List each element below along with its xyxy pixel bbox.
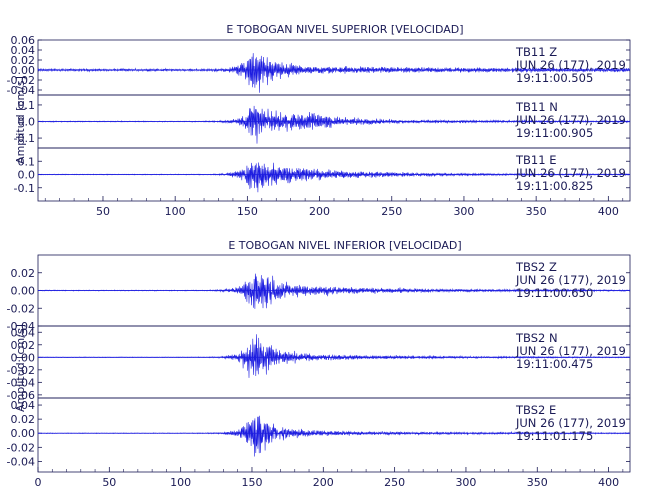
trace-annotation: 19:11:00.905: [516, 126, 593, 140]
ylabel-top: Amplitud [cm/s]: [14, 76, 27, 164]
x-tick-label: 0: [35, 476, 42, 489]
x-tick-label: 50: [96, 205, 110, 218]
x-tick-label: 250: [384, 476, 405, 489]
y-tick-label: -0.1: [14, 182, 35, 195]
chart-title-top: E TOBOGAN NIVEL SUPERIOR [VELOCIDAD]: [226, 23, 463, 36]
x-tick-label: 350: [527, 476, 548, 489]
x-tick-label: 50: [102, 476, 116, 489]
x-tick-label: 200: [313, 476, 334, 489]
trace-annotation: TB11 E: [515, 153, 556, 167]
x-tick-label: 150: [241, 476, 262, 489]
x-tick-label: 100: [165, 205, 186, 218]
y-tick-label: 0.0: [18, 169, 36, 182]
trace-annotation: 19:11:00.505: [516, 71, 593, 85]
y-tick-label: 0.00: [11, 285, 36, 298]
x-tick-label: 100: [170, 476, 191, 489]
trace-annotation: 19:11:00.825: [516, 179, 593, 193]
y-tick-label: 0.02: [11, 413, 36, 426]
y-tick-label: -0.04: [7, 376, 35, 389]
y-tick-label: -0.02: [7, 364, 35, 377]
x-tick-label: 400: [598, 476, 619, 489]
y-tick-label: -0.02: [7, 74, 35, 87]
x-tick-label: 350: [526, 205, 547, 218]
trace-annotation: JUN 26 (177), 2019: [515, 416, 626, 430]
x-tick-label: 250: [381, 205, 402, 218]
figure-top: E TOBOGAN NIVEL SUPERIOR [VELOCIDAD] Amp…: [7, 23, 631, 218]
y-tick-label: 0.02: [11, 267, 36, 280]
y-tick-label: 0.1: [18, 99, 36, 112]
x-tick-label: 150: [237, 205, 258, 218]
y-tick-label: 0.04: [11, 44, 36, 57]
y-tick-label: 0.06: [11, 34, 36, 47]
y-tick-label: -0.1: [14, 132, 35, 145]
x-tick-label: 200: [309, 205, 330, 218]
y-tick-label: -0.04: [7, 455, 35, 468]
y-tick-label: -0.04: [7, 84, 35, 97]
y-tick-label: 0.0: [18, 116, 36, 129]
trace-annotation: JUN 26 (177), 2019: [515, 273, 626, 287]
y-tick-label: -0.06: [7, 389, 35, 402]
x-axis-bottom: 0 50 100 150 200 250 300 350 400: [35, 467, 624, 489]
trace-annotation: TB11 N: [515, 100, 558, 114]
y-tick-label: -0.04: [7, 320, 35, 333]
trace-annotation: JUN 26 (177), 2019: [515, 166, 626, 180]
y-tick-label: 0.02: [11, 54, 36, 67]
x-axis-top: 50 100 150 200 250 300 350 400: [44, 196, 624, 218]
figure-bottom: E TOBOGAN NIVEL INFERIOR [VELOCIDAD] Amp…: [7, 239, 631, 489]
y-tick-label: 0.04: [11, 399, 36, 412]
y-tick-label: 0.00: [11, 351, 36, 364]
y-tick-label: 0.00: [11, 64, 36, 77]
panel-frame: [37, 397, 631, 473]
y-tick-label: -0.02: [7, 302, 35, 315]
x-tick-label: 300: [455, 476, 476, 489]
trace-annotation: JUN 26 (177), 2019: [515, 58, 626, 72]
trace-annotation: TBS2 N: [515, 331, 558, 345]
y-tick-label: 0.02: [11, 339, 36, 352]
ylabel-bottom: Amplitud [cm/s]: [14, 324, 27, 412]
chart-title-bottom: E TOBOGAN NIVEL INFERIOR [VELOCIDAD]: [228, 239, 461, 252]
trace-annotation: TBS2 E: [515, 403, 556, 417]
trace-annotation: TB11 Z: [515, 45, 557, 59]
y-tick-label: 0.04: [11, 326, 36, 339]
x-tick-label: 300: [453, 205, 474, 218]
trace-annotation: 19:11:00.650: [516, 286, 593, 300]
y-tick-label: -0.02: [7, 441, 35, 454]
trace-annotation: 19:11:00.475: [516, 357, 593, 371]
y-tick-label: 0.00: [11, 427, 36, 440]
x-tick-label: 400: [598, 205, 619, 218]
trace-annotation: JUN 26 (177), 2019: [515, 344, 626, 358]
trace-annotation: 19:11:01.175: [516, 429, 593, 443]
y-tick-label: 0.1: [18, 155, 36, 168]
trace-annotation: JUN 26 (177), 2019: [515, 113, 626, 127]
trace-annotation: TBS2 Z: [515, 260, 557, 274]
